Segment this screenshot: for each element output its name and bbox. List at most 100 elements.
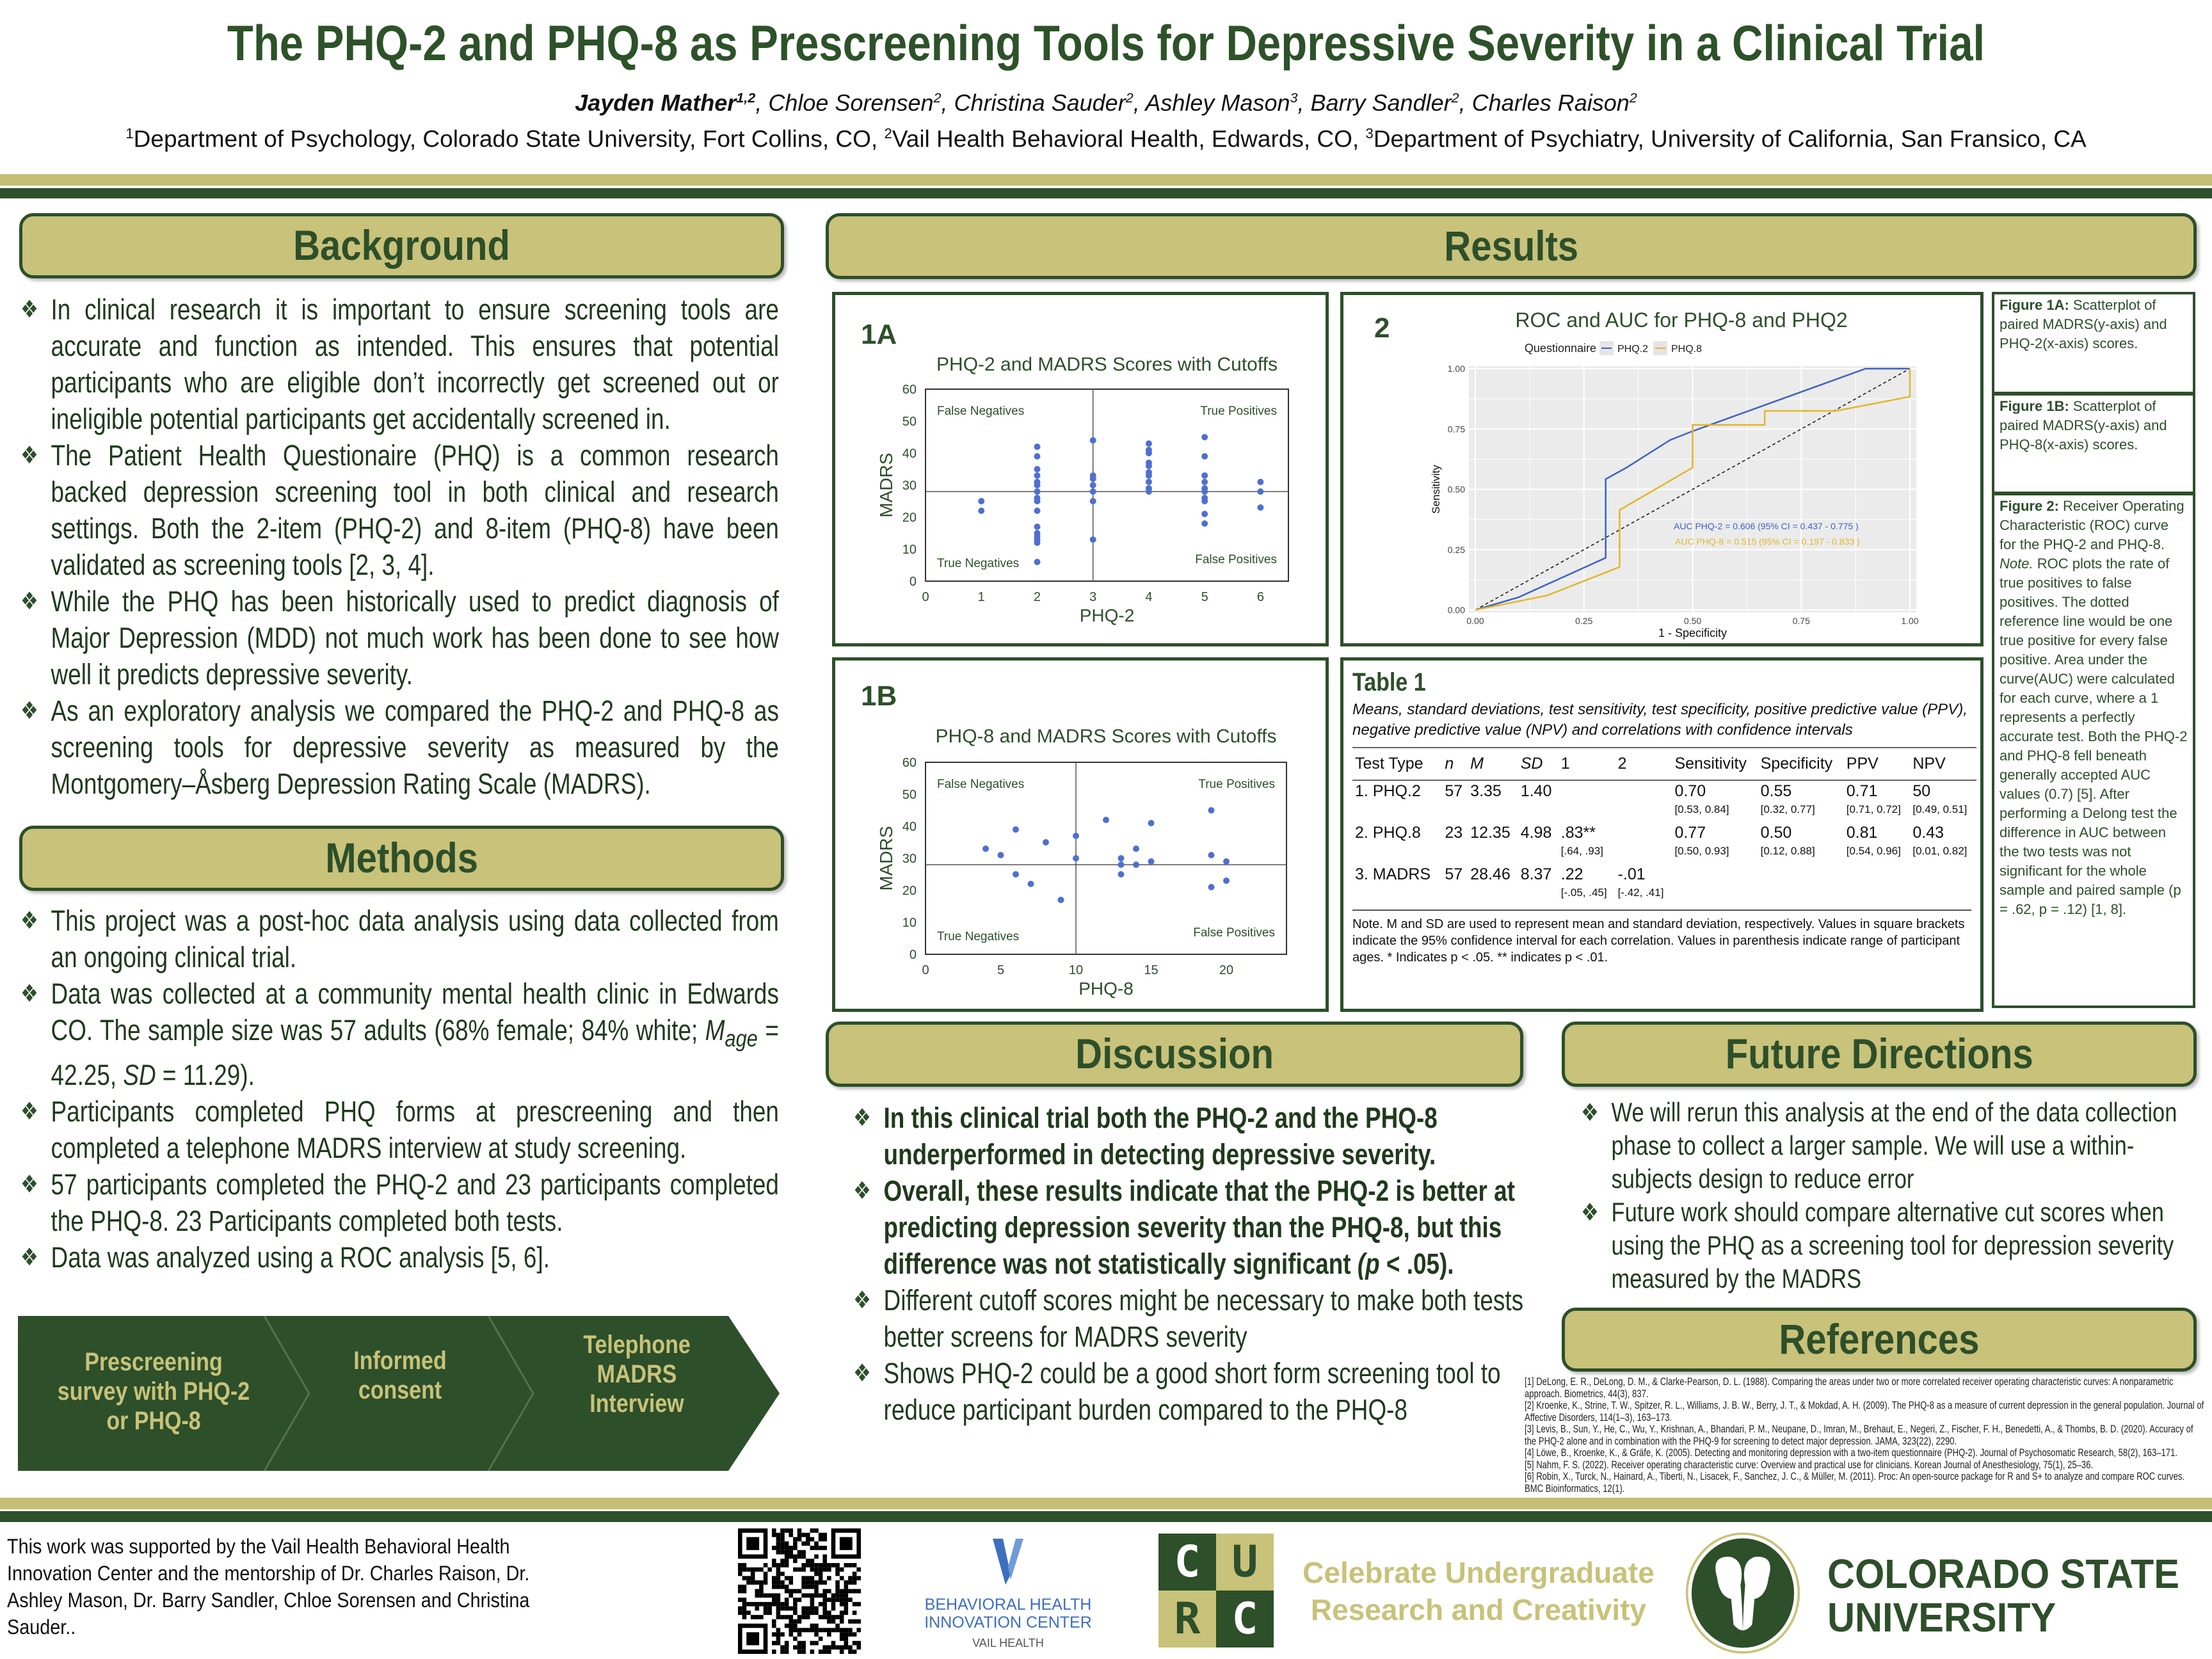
qr-module: [784, 1615, 789, 1619]
quadrant-label-false-negatives: False Negatives: [937, 778, 1024, 791]
y-tick-label: 20: [902, 511, 917, 525]
table-ci-cell: [1844, 885, 1911, 906]
table-cell: 23: [1445, 824, 1463, 842]
y-tick-label: 0: [910, 948, 917, 962]
qr-module: [793, 1610, 797, 1615]
qr-module: [839, 1645, 844, 1650]
qr-module: [793, 1598, 797, 1602]
curc-text-logo: Celebrate Undergraduate Research and Cre…: [1302, 1556, 1655, 1626]
qr-module: [852, 1571, 857, 1576]
quadrant-label-false-positives: False Positives: [1193, 926, 1275, 940]
table-cell: 1. PHQ.2: [1355, 782, 1421, 800]
qr-module: [852, 1640, 857, 1646]
qr-module: [776, 1537, 781, 1542]
chart-title: PHQ-2 and MADRS Scores with Cutoffs: [936, 354, 1278, 375]
qr-module: [839, 1619, 844, 1624]
qr-module: [776, 1636, 781, 1641]
qr-module: [780, 1584, 785, 1589]
table-cell: [1615, 780, 1672, 802]
qr-module: [789, 1589, 794, 1594]
qr-module: [771, 1532, 776, 1537]
qr-module: [827, 1615, 831, 1619]
qr-module: [793, 1601, 797, 1607]
qr-module: [822, 1532, 828, 1537]
table-ci-cell: [1352, 802, 1442, 822]
qr-module: [780, 1649, 785, 1654]
qr-module: [801, 1567, 806, 1572]
qr-module: [818, 1601, 823, 1607]
panel-label: 1B: [861, 680, 897, 712]
x-tick-label: 1: [978, 590, 985, 604]
data-point: [1034, 488, 1041, 495]
data-point: [1073, 855, 1079, 862]
qr-module: [805, 1541, 810, 1546]
qr-module: [818, 1580, 823, 1585]
qr-module: [814, 1567, 819, 1572]
qr-module: [827, 1632, 831, 1637]
data-point: [1201, 453, 1208, 460]
table-ci-cell: [0.49, 0.51]: [1912, 803, 1968, 815]
plot-frame: [925, 389, 1289, 582]
table-cell: 0.71: [1846, 782, 1878, 800]
table-column-header: SD: [1518, 747, 1559, 781]
table-cell: 3. MADRS: [1355, 865, 1431, 883]
flow-step-prescreening: Prescreening survey with PHQ-2 or PHQ-8: [57, 1348, 250, 1435]
author: Jayden Mather1,2: [575, 90, 756, 116]
table-row: 2. PHQ.8 23 12.35 4.98 .83** 0.77 0.50 0.81 0.43: [1352, 822, 1976, 844]
qr-code[interactable]: [738, 1528, 861, 1654]
qr-module: [771, 1601, 776, 1607]
qr-module: [797, 1589, 802, 1594]
qr-module: [801, 1645, 806, 1650]
qr-module: [831, 1628, 836, 1633]
qr-module: [818, 1628, 823, 1633]
qr-module: [776, 1640, 781, 1646]
qr-module: [852, 1632, 857, 1637]
data-point: [1133, 846, 1139, 852]
future-directions-section: ❖ We will rerun this analysis at the end …: [1581, 1096, 2206, 1295]
qr-finder: [746, 1632, 760, 1646]
methods-bullet: ❖ This project was a post-hoc data analys…: [20, 902, 779, 975]
qr-module: [755, 1601, 760, 1607]
qr-module: [746, 1580, 751, 1585]
qr-module: [780, 1632, 785, 1637]
qr-module: [831, 1645, 836, 1650]
y-axis-label: MADRS: [876, 826, 896, 890]
qr-module: [771, 1559, 776, 1564]
background-bullet: ❖ As an exploratory analysis we compared …: [20, 693, 779, 802]
qr-module: [801, 1580, 806, 1585]
data-point: [997, 852, 1004, 858]
qr-module: [746, 1567, 751, 1572]
table-ci-cell: [0.71, 0.72]: [1846, 803, 1901, 815]
table-cell: 1.40: [1520, 782, 1552, 800]
x-tick-label: 0: [922, 590, 929, 604]
quadrant-label-false-negatives: False Negatives: [937, 405, 1024, 418]
table-ci-cell: [0.12, 0.88]: [1760, 845, 1815, 857]
data-point: [1208, 807, 1215, 813]
qr-module: [814, 1571, 819, 1576]
qr-module: [767, 1606, 772, 1611]
qr-module: [797, 1532, 802, 1537]
qr-module: [852, 1589, 857, 1594]
author: Christina Sauder2: [954, 90, 1134, 116]
qr-module: [784, 1606, 789, 1611]
reference-item: [4] Löwe, B., Kroenke, K., & Gräfe, K. (…: [1525, 1447, 2178, 1459]
header-divider-green: [0, 188, 2212, 198]
qr-module: [835, 1571, 840, 1576]
qr-module: [818, 1567, 823, 1572]
table-ci-cell: [1758, 885, 1844, 906]
qr-module: [827, 1619, 831, 1624]
qr-module: [789, 1532, 794, 1537]
flow-step-consent: Informed consent: [353, 1347, 447, 1404]
qr-module: [784, 1623, 789, 1628]
qr-module: [822, 1554, 828, 1559]
qr-module: [780, 1528, 785, 1533]
qr-module: [848, 1580, 853, 1585]
qr-module: [839, 1610, 844, 1615]
qr-module: [801, 1640, 806, 1646]
qr-module: [839, 1567, 844, 1572]
x-tick-label: 4: [1145, 590, 1152, 604]
data-point: [1034, 453, 1041, 460]
table-cell: -.01: [1617, 865, 1646, 883]
qr-module: [789, 1554, 794, 1559]
qr-module: [848, 1598, 853, 1602]
